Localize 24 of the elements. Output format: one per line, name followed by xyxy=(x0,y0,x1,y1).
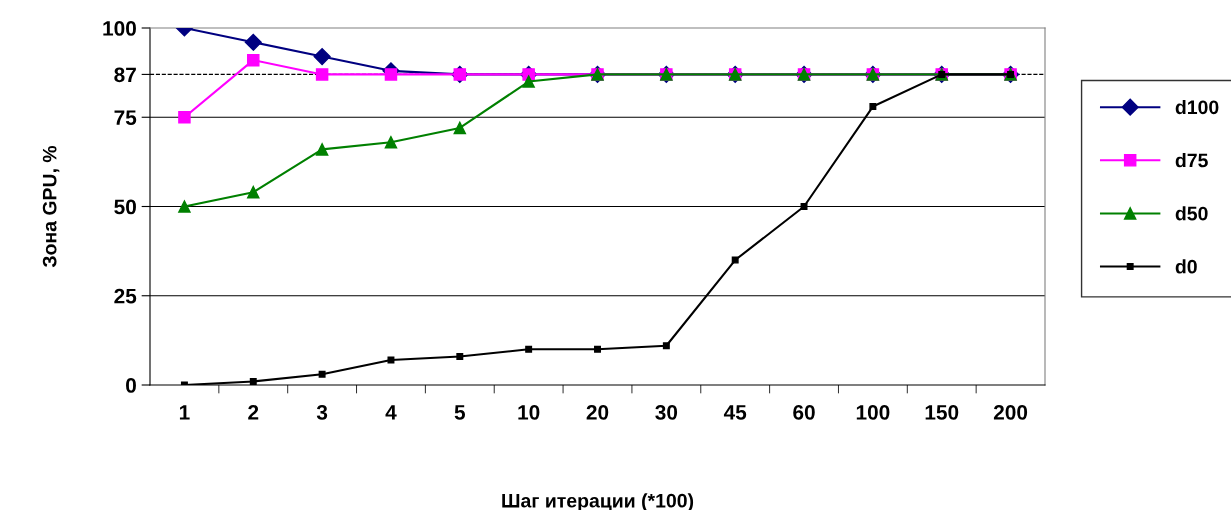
x-tick-label: 100 xyxy=(856,404,890,420)
x-tick-label: 60 xyxy=(793,404,815,420)
legend-label: d0 xyxy=(1175,259,1197,274)
x-tick-label: 30 xyxy=(655,404,678,420)
x-tick-label: 45 xyxy=(723,405,747,420)
x-tick-label: 200 xyxy=(993,404,1028,420)
y-tick-label: 75 xyxy=(114,110,137,125)
y-axis-title: Зона GPU, % xyxy=(42,145,60,268)
legend-label: d75 xyxy=(1175,153,1208,168)
x-tick-label: 3 xyxy=(316,404,328,420)
y-tick-label: 50 xyxy=(114,199,136,215)
y-tick-label: 25 xyxy=(114,288,137,304)
legend-label: d100 xyxy=(1175,99,1219,115)
x-tick-label: 10 xyxy=(518,404,540,420)
x-tick-label: 150 xyxy=(925,404,959,420)
x-tick-label: 2 xyxy=(248,404,259,420)
x-tick-label: 20 xyxy=(586,404,609,420)
x-tick-label: 1 xyxy=(179,405,190,420)
y-tick-label: 0 xyxy=(126,378,136,393)
x-tick-label: 5 xyxy=(454,405,466,420)
y-tick-label: 100 xyxy=(103,21,136,36)
y-tick-label: 87 xyxy=(114,67,136,83)
legend-label: d50 xyxy=(1175,206,1208,221)
x-tick-label: 4 xyxy=(385,405,397,420)
